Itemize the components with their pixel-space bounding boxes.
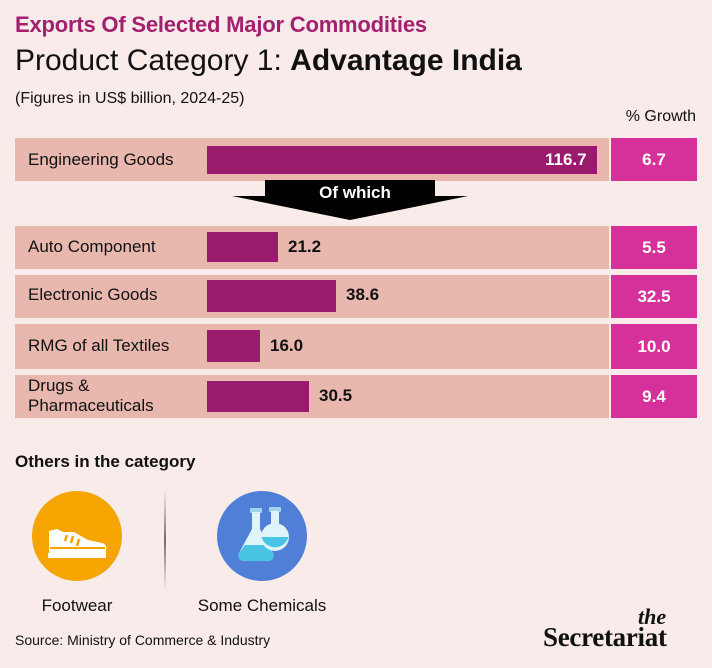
bar-value-label: 30.5: [319, 386, 353, 405]
growth-column-header: % Growth: [625, 108, 696, 125]
row-label: Auto Component: [28, 237, 156, 256]
chemicals-icon-circle: [217, 491, 307, 581]
bar-value-label: 21.2: [288, 237, 322, 256]
row-label: RMG of all Textiles: [28, 336, 170, 355]
growth-value: 6.7: [611, 138, 697, 181]
bar: [207, 280, 336, 312]
row-background: [15, 324, 609, 369]
shoe-icon: [48, 529, 107, 558]
footwear-label: Footwear: [41, 596, 113, 615]
footwear-icon-circle: [32, 491, 122, 581]
source-note: Source: Ministry of Commerce & Industry: [15, 632, 271, 648]
chart-title: Product Category 1: Advantage India: [15, 44, 522, 78]
chart-subtitle: (Figures in US$ billion, 2024-25): [15, 90, 245, 107]
growth-value: 10.0: [611, 324, 697, 369]
chemicals-label: Some Chemicals: [197, 596, 327, 615]
bar: [207, 146, 597, 174]
others-heading: Others in the category: [15, 452, 196, 471]
publisher-logo: Secretariat: [543, 622, 667, 652]
growth-value: 9.4: [611, 375, 697, 418]
title-bold: Advantage India: [290, 44, 522, 77]
of-which-arrow: [232, 180, 468, 220]
title-prefix: Product Category 1:: [15, 44, 291, 77]
growth-value: 32.5: [611, 275, 697, 318]
bar: [207, 330, 260, 362]
row-label-line1: Drugs &: [28, 376, 90, 395]
bar: [207, 381, 309, 412]
row-label: Electronic Goods: [28, 285, 158, 304]
row-background: [15, 375, 609, 418]
bar: [207, 232, 278, 262]
bar-value-label: 16.0: [270, 336, 304, 355]
row-background: [15, 226, 609, 269]
flask-icon: [238, 507, 289, 561]
bar-value-label: 116.7: [545, 150, 587, 169]
chart-kicker: Exports Of Selected Major Commodities: [15, 12, 427, 37]
row-label: Drugs & Pharmaceuticals: [28, 376, 154, 416]
icon-divider: [164, 490, 166, 590]
publisher-logo-the: the: [638, 604, 667, 629]
growth-value: 5.5: [611, 226, 697, 269]
row-label-line2: Pharmaceuticals: [28, 396, 154, 415]
row-label: Engineering Goods: [28, 150, 174, 169]
of-which-label: Of which: [319, 183, 391, 202]
bar-value-label: 38.6: [346, 285, 380, 304]
